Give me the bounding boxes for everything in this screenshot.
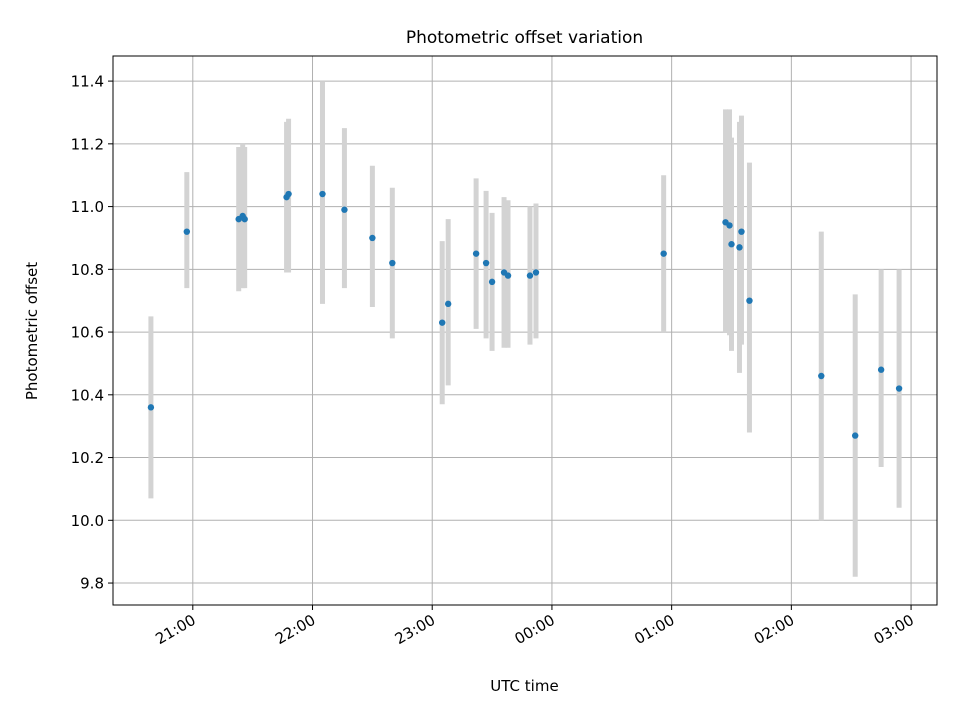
data-point [341, 206, 348, 213]
data-point [444, 300, 452, 308]
data-point [877, 366, 885, 373]
data-point [147, 404, 155, 411]
data-point [818, 372, 825, 380]
y-tick-label: 11.2 [71, 135, 104, 153]
data-point [319, 190, 326, 198]
y-axis-label: Photometric offset [23, 262, 41, 400]
data-point [746, 297, 753, 304]
data-point [389, 259, 396, 267]
y-axis: 9.8 10.0 10.2 10.4 10.6 10.8 11.0 11.2 11.4 [71, 73, 113, 593]
data-point [472, 250, 480, 257]
data-point [488, 278, 496, 286]
data-point [728, 241, 735, 248]
y-tick-label: 10.0 [71, 512, 104, 530]
data-point [369, 234, 376, 242]
y-tick-label: 9.8 [80, 575, 104, 593]
chart-title: Photometric offset variation [406, 28, 643, 48]
y-tick-label: 10.6 [71, 324, 104, 342]
data-point [660, 250, 667, 257]
data-point [482, 259, 490, 267]
data-point [183, 228, 191, 235]
data-point [285, 190, 292, 198]
data-point [241, 215, 248, 223]
data-point [726, 222, 733, 229]
plot-area-frame [112, 55, 938, 606]
data-point [895, 385, 903, 392]
data-point [439, 319, 446, 326]
data-point [526, 272, 534, 279]
x-axis-label: UTC time [490, 677, 558, 695]
data-point [738, 228, 745, 235]
data-point [504, 272, 512, 279]
data-point [736, 244, 743, 251]
gridlines [113, 56, 937, 605]
y-tick-label: 10.8 [71, 261, 104, 279]
y-tick-label: 11.4 [71, 73, 104, 91]
y-tick-label: 10.4 [71, 386, 104, 404]
data-point [851, 432, 859, 439]
y-tick-label: 11.0 [71, 198, 104, 216]
data-points [147, 190, 903, 439]
data-point [532, 269, 540, 276]
y-tick-label: 10.2 [71, 449, 104, 467]
